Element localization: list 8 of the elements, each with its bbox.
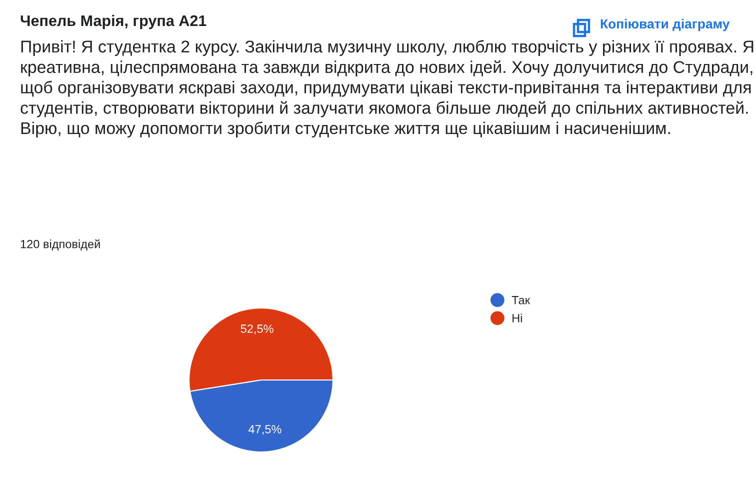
data-label: 52,5% xyxy=(240,324,274,334)
legend-label: Так xyxy=(512,296,530,304)
text: Копіювати діаграму xyxy=(600,18,730,32)
data-label: 47,5% xyxy=(248,425,282,435)
chart-title: Чепель Марія, група А21 xyxy=(20,14,206,30)
legend-label: Ні xyxy=(512,314,522,322)
chart-subtitle: Привіт! Я студентка 2 курсу. Закінчила музичну школу, люблю творчість у різних її проявах. Я креативна, цілеспрямована та завжди відкрита до нових ідей. Хочу долучитися до Студради, щоб організовувати яскраві заходи, придумувати цікаві тексти-привітання та інтерактиви для студентів, створювати вікторини й залучати якомога більше людей до спільних активностей. Вірю, що можу допомогти зробити студентське життя ще цікавішим і насиченішим. xyxy=(20,40,754,138)
text: 120 відповідей xyxy=(20,239,100,250)
